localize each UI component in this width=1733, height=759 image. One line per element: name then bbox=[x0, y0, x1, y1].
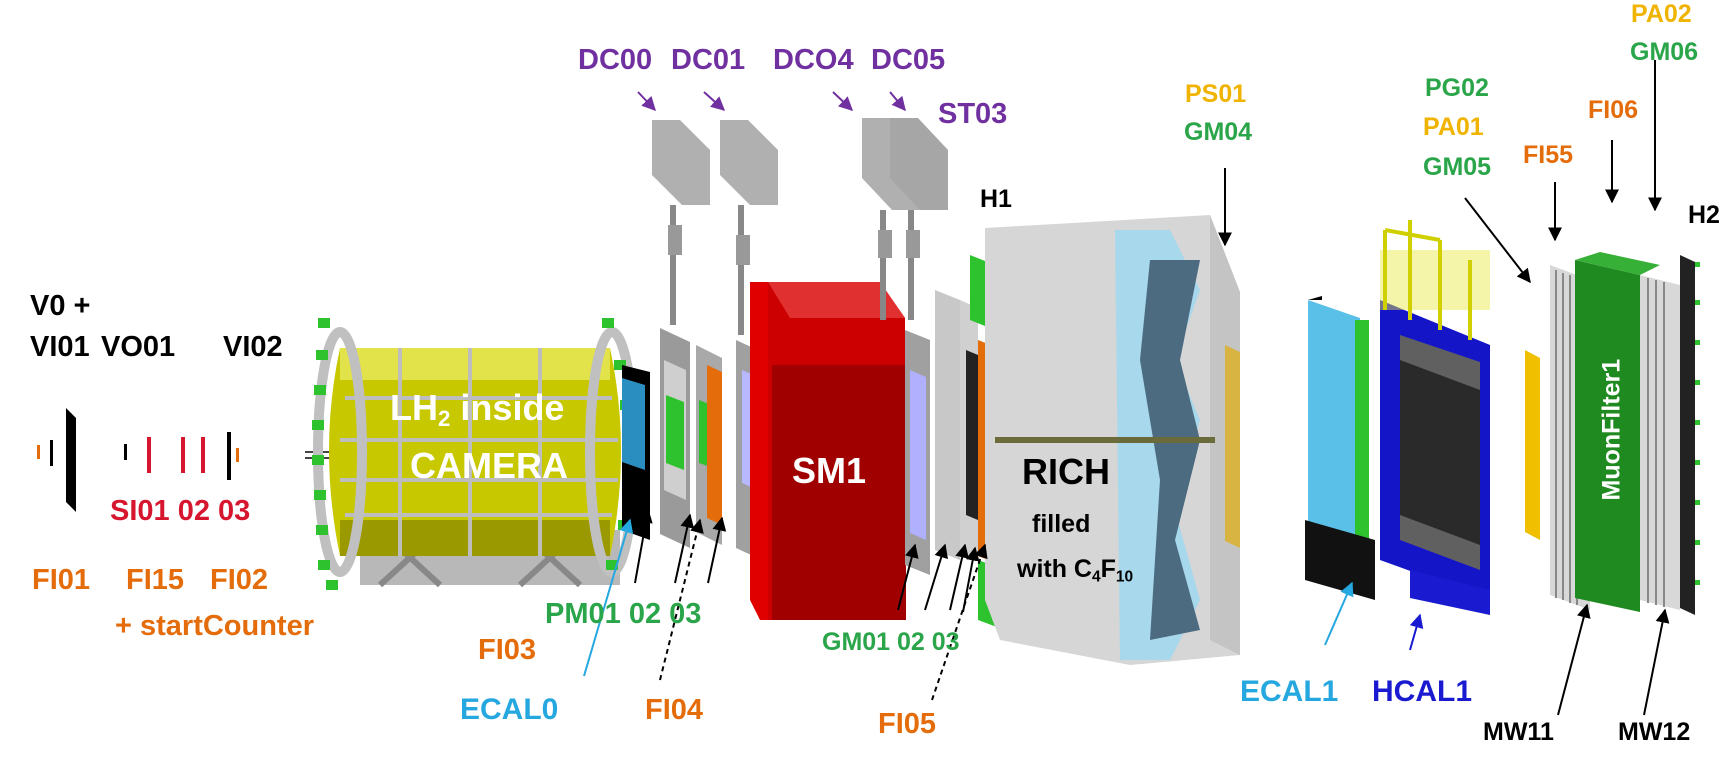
label-vi01: VI01 bbox=[30, 331, 90, 363]
label-mw12: MW12 bbox=[1618, 718, 1691, 746]
label-ps01: PS01 bbox=[1185, 80, 1247, 108]
label-fi05: FI05 bbox=[878, 708, 937, 740]
label-fi01: FI01 bbox=[32, 564, 91, 596]
label-dc05: DC05 bbox=[871, 44, 946, 76]
label-pm: PM01 02 03 bbox=[545, 598, 702, 630]
label-muonfilter: MuonFilter1 bbox=[1597, 358, 1626, 501]
label-vo01: VO01 bbox=[101, 331, 176, 363]
label-lh2-inside: LH2 inside bbox=[390, 390, 564, 431]
label-h2: H2 bbox=[1688, 201, 1720, 229]
label-camera: CAMERA bbox=[410, 445, 568, 486]
pointer-arrows bbox=[583, 60, 1670, 716]
pixel-gem-planes bbox=[660, 328, 722, 548]
muon-wall-2 bbox=[1640, 255, 1700, 615]
label-st03: ST03 bbox=[938, 98, 1008, 130]
upstream-veto-detectors bbox=[37, 408, 239, 512]
label-fi55: FI55 bbox=[1523, 141, 1574, 169]
label-dc04: DCO4 bbox=[773, 44, 854, 76]
label-vi02: VI02 bbox=[223, 331, 283, 363]
label-dc01: DC01 bbox=[671, 44, 746, 76]
c4f10-sub2: 10 bbox=[1115, 568, 1134, 586]
label-gm04: GM04 bbox=[1184, 118, 1253, 146]
label-gm05: GM05 bbox=[1423, 153, 1492, 181]
lh2-subscript: 2 bbox=[438, 406, 451, 432]
label-h1: H1 bbox=[980, 185, 1012, 213]
label-fi04: FI04 bbox=[645, 694, 704, 726]
gem-straw-planes bbox=[905, 290, 988, 575]
label-fi02: FI02 bbox=[210, 564, 269, 596]
label-sm1: SM1 bbox=[792, 450, 867, 491]
label-si: SI01 02 03 bbox=[110, 495, 251, 527]
label-dc00: DC00 bbox=[578, 44, 653, 76]
hcal1-block bbox=[1380, 220, 1490, 615]
label-with-c4f10: with C4F10 bbox=[1017, 557, 1133, 585]
label-v0: V0 + bbox=[30, 290, 91, 322]
label-hcal1: HCAL1 bbox=[1372, 675, 1473, 708]
muon-filter-absorber bbox=[1575, 252, 1660, 612]
label-fi03: FI03 bbox=[478, 634, 537, 666]
label-pa01: PA01 bbox=[1423, 113, 1484, 141]
label-pa02: PA02 bbox=[1631, 0, 1692, 28]
label-pg02: PG02 bbox=[1425, 74, 1489, 102]
label-gm06: GM06 bbox=[1630, 38, 1699, 66]
c4f10-prefix: with C bbox=[1017, 555, 1092, 583]
lh2-suffix: inside bbox=[450, 387, 565, 428]
label-rich: RICH bbox=[1022, 451, 1110, 492]
rich-vessel bbox=[985, 215, 1240, 665]
ecal1-block bbox=[1305, 296, 1375, 600]
label-startcounter: + startCounter bbox=[115, 610, 315, 642]
c4f10-mid: F bbox=[1100, 555, 1116, 583]
label-gm: GM01 02 03 bbox=[822, 628, 960, 656]
label-ecal0: ECAL0 bbox=[460, 693, 559, 726]
camera-target-barrel bbox=[305, 318, 639, 590]
lh2-prefix: LH bbox=[390, 387, 438, 428]
label-filled: filled bbox=[1032, 510, 1091, 538]
label-ecal1: ECAL1 bbox=[1240, 675, 1339, 708]
label-fi06: FI06 bbox=[1588, 96, 1639, 124]
dc04-dc05-chambers bbox=[862, 118, 948, 320]
label-fi15: FI15 bbox=[126, 564, 185, 596]
label-mw11: MW11 bbox=[1483, 718, 1554, 746]
ecal0-block bbox=[622, 365, 650, 540]
c4f10-sub1: 4 bbox=[1092, 568, 1101, 586]
sm1-magnet bbox=[750, 282, 906, 620]
